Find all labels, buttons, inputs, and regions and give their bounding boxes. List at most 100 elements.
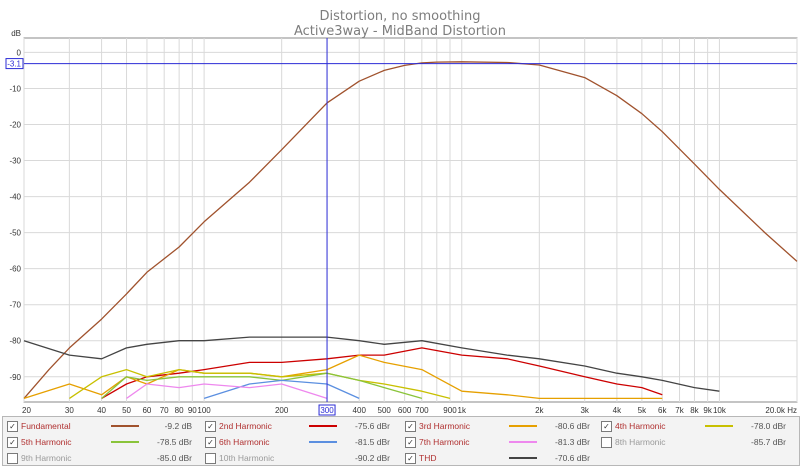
x-tick-label: 80	[175, 406, 184, 415]
x-tick-label: 20	[22, 406, 31, 415]
legend-panel: ✓ Fundamental -9.2 dB ✓ 2nd Harmonic -75.6 dB…	[2, 416, 800, 466]
chart-subtitle: Active3way - MidBand Distortion	[293, 24, 506, 39]
y-tick-label: -30	[9, 157, 21, 166]
x-tick-label: 1k	[458, 406, 467, 415]
legend-label: 7th Harmonic	[419, 437, 470, 447]
series-line-4th-harmonic	[69, 368, 451, 400]
x-tick-label: 30	[65, 406, 74, 415]
series-line-thd	[23, 336, 720, 392]
series-line-fundamental	[23, 61, 798, 399]
x-tick-label: 90	[188, 406, 197, 415]
cursor-x-readout-box	[318, 404, 336, 416]
y-tick-label: 0	[17, 48, 22, 57]
legend-value: -75.6 dBr	[355, 421, 390, 431]
legend-swatch	[111, 425, 139, 427]
legend-checkbox[interactable]: ✓	[601, 421, 612, 432]
legend-item-3rd-harmonic[interactable]: ✓ 3rd Harmonic -80.6 dBr	[405, 419, 595, 433]
x-tick-label: 100	[197, 406, 211, 415]
legend-label: Fundamental	[21, 421, 71, 431]
series-line-2nd-harmonic	[101, 347, 663, 399]
legend-swatch	[509, 441, 537, 443]
chart-title: Distortion, no smoothing	[319, 9, 481, 24]
legend-item-7th-harmonic[interactable]: ✓ 7th Harmonic -81.3 dBr	[405, 435, 595, 449]
legend-checkbox[interactable]: ✓	[7, 437, 18, 448]
legend-item-8th-harmonic[interactable]: 8th Harmonic -85.7 dBr	[601, 435, 791, 449]
legend-checkbox[interactable]	[601, 437, 612, 448]
x-tick-label: 20.0k Hz	[765, 406, 797, 415]
y-tick-label: -40	[9, 193, 21, 202]
x-tick-label: 4k	[613, 406, 622, 415]
legend-value: -78.5 dBr	[157, 437, 192, 447]
legend-item-5th-harmonic[interactable]: ✓ 5th Harmonic -78.5 dBr	[7, 435, 197, 449]
legend-value: -85.0 dBr	[157, 453, 192, 463]
legend-checkbox[interactable]: ✓	[405, 453, 416, 464]
legend-value: -80.6 dBr	[555, 421, 590, 431]
legend-label: 5th Harmonic	[21, 437, 72, 447]
legend-label: THD	[419, 453, 437, 463]
series-line-5th-harmonic	[101, 372, 423, 400]
y-axis-label: dB	[11, 29, 21, 38]
x-tick-label: 50	[122, 406, 131, 415]
y-tick-label: -70	[9, 301, 21, 310]
legend-swatch	[509, 425, 537, 427]
legend-swatch	[309, 441, 337, 443]
x-tick-label: 200	[275, 406, 289, 415]
legend-checkbox[interactable]: ✓	[205, 437, 216, 448]
plot-area	[23, 37, 798, 403]
legend-value: -81.5 dBr	[355, 437, 390, 447]
x-tick-label: 10k	[713, 406, 727, 415]
x-tick-label: 70	[160, 406, 169, 415]
legend-item-6th-harmonic[interactable]: ✓ 6th Harmonic -81.5 dBr	[205, 435, 395, 449]
cursor-y-readout-box	[5, 58, 24, 70]
legend-label: 2nd Harmonic	[219, 421, 272, 431]
legend-checkbox[interactable]: ✓	[405, 421, 416, 432]
legend-swatch	[509, 457, 537, 459]
cursor-x-readout: 300	[320, 406, 334, 415]
y-tick-label: -20	[9, 120, 21, 129]
legend-swatch	[309, 425, 337, 427]
legend-value: -90.2 dBr	[355, 453, 390, 463]
legend-label: 9th Harmonic	[21, 453, 72, 463]
legend-checkbox[interactable]	[205, 453, 216, 464]
series-line-6th-harmonic	[203, 379, 360, 400]
legend-item-2nd-harmonic[interactable]: ✓ 2nd Harmonic -75.6 dBr	[205, 419, 395, 433]
legend-value: -81.3 dBr	[555, 437, 590, 447]
x-tick-label: 500	[378, 406, 392, 415]
x-tick-label: 9k	[703, 406, 712, 415]
legend-label: 8th Harmonic	[615, 437, 666, 447]
legend-checkbox[interactable]	[7, 453, 18, 464]
x-tick-label: 3k	[580, 406, 589, 415]
x-tick-label: 6k	[658, 406, 667, 415]
legend-checkbox[interactable]: ✓	[7, 421, 18, 432]
legend-value: -9.2 dB	[164, 421, 192, 431]
y-tick-label: -80	[9, 337, 21, 346]
legend-label: 10th Harmonic	[219, 453, 275, 463]
x-tick-label: 700	[415, 406, 429, 415]
x-tick-label: 40	[97, 406, 106, 415]
x-tick-label: 2k	[535, 406, 544, 415]
y-tick-label: -90	[9, 373, 21, 382]
legend-swatch	[111, 441, 139, 443]
x-tick-label: 5k	[638, 406, 647, 415]
legend-item-fundamental[interactable]: ✓ Fundamental -9.2 dB	[7, 419, 197, 433]
legend-value: -85.7 dBr	[751, 437, 786, 447]
legend-item-4th-harmonic[interactable]: ✓ 4th Harmonic -78.0 dBr	[601, 419, 791, 433]
legend-item-9th-harmonic[interactable]: 9th Harmonic -85.0 dBr	[7, 451, 197, 465]
legend-label: 3rd Harmonic	[419, 421, 471, 431]
legend-checkbox[interactable]: ✓	[405, 437, 416, 448]
x-tick-label: 60	[142, 406, 151, 415]
legend-item-10th-harmonic[interactable]: 10th Harmonic -90.2 dBr	[205, 451, 395, 465]
x-tick-label: 900	[443, 406, 457, 415]
y-tick-label: -10	[9, 84, 21, 93]
legend-item-thd[interactable]: ✓ THD -70.6 dBr	[405, 451, 595, 465]
cursor-y-readout: -3.1	[7, 60, 21, 69]
legend-value: -70.6 dBr	[555, 453, 590, 463]
legend-swatch	[705, 425, 733, 427]
y-tick-label: -60	[9, 265, 21, 274]
legend-checkbox[interactable]: ✓	[205, 421, 216, 432]
x-tick-label: 400	[353, 406, 367, 415]
legend-label: 6th Harmonic	[219, 437, 270, 447]
legend-value: -78.0 dBr	[751, 421, 786, 431]
x-tick-label: 7k	[675, 406, 684, 415]
